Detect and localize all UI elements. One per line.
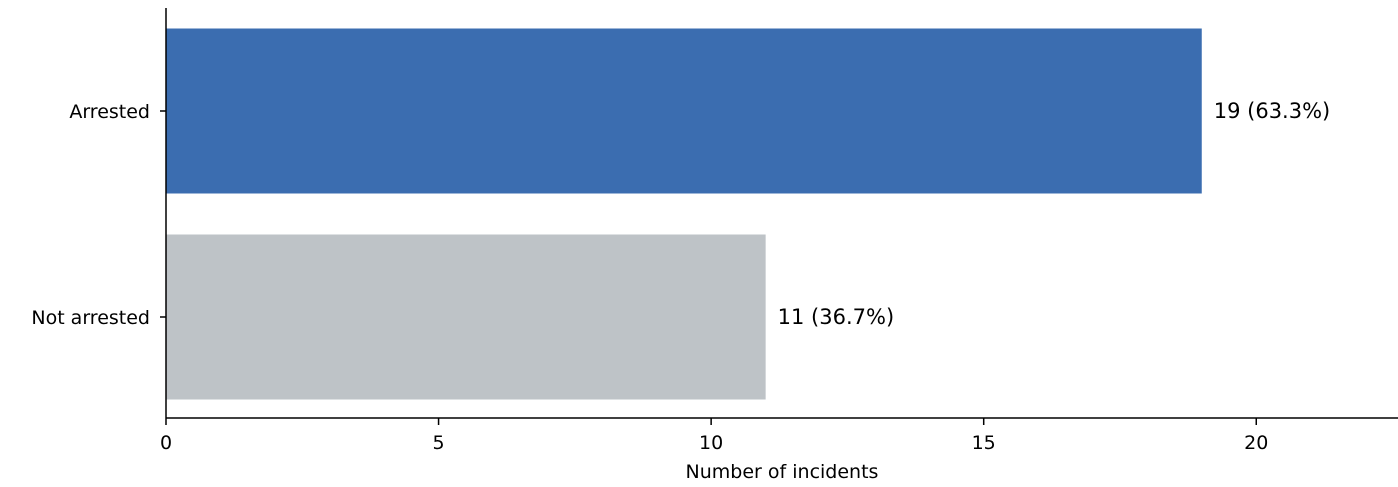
x-axis-title: Number of incidents [686,461,879,482]
x-axis: 0 5 10 15 20 [160,417,1398,454]
bars-group [166,28,1202,400]
bar-not-arrested [166,234,766,400]
x-tick-label-0: 0 [160,432,172,454]
value-label-arrested: 19 (63.3%) [1214,99,1331,123]
x-tick-label-20: 20 [1244,432,1268,454]
x-tick-label-5: 5 [433,432,445,454]
bar-arrested [166,28,1202,194]
category-label-arrested: Arrested [69,101,150,123]
y-axis: Arrested Not arrested [31,8,167,418]
value-label-not-arrested: 11 (36.7%) [778,305,895,329]
x-tick-label-10: 10 [699,432,723,454]
x-tick-label-15: 15 [972,432,996,454]
category-label-not-arrested: Not arrested [31,307,150,329]
value-labels-group: 19 (63.3%) 11 (36.7%) [778,99,1331,329]
